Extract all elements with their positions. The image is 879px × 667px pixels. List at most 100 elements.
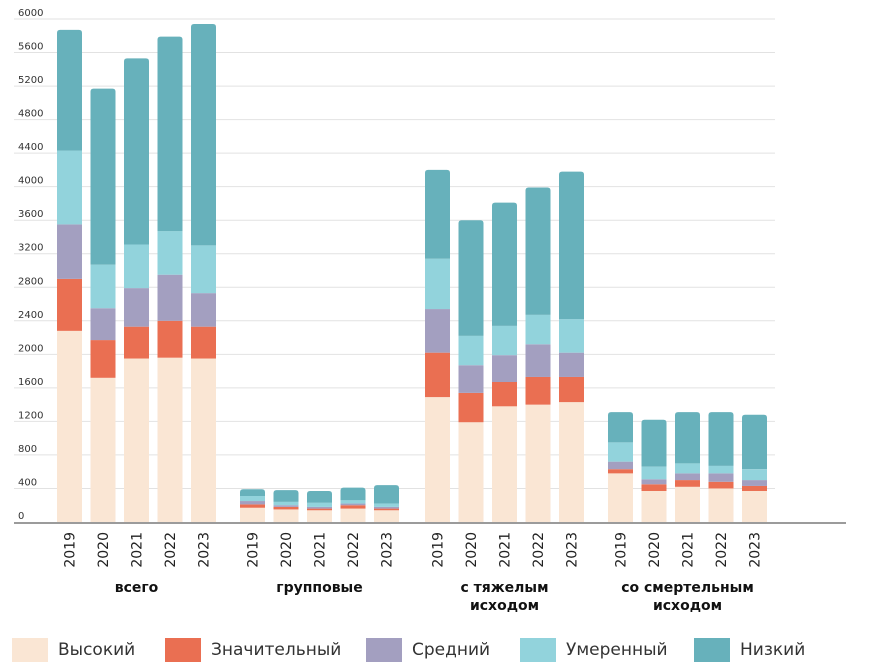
bar-segment [492, 202, 517, 326]
y-tick-label: 3200 [18, 243, 43, 254]
legend-swatch [366, 638, 402, 662]
x-tick-label: 2019 [63, 532, 79, 568]
bar-segment [90, 340, 116, 378]
y-tick-label: 3600 [18, 209, 43, 220]
bar-segment [273, 509, 299, 522]
legend-swatch [520, 638, 556, 662]
bar-segment [191, 358, 216, 522]
bar-segment [458, 335, 484, 366]
bar-segment [191, 245, 216, 294]
bar-segment [240, 489, 265, 497]
bar-segment [608, 473, 633, 522]
bar-segment [240, 501, 265, 505]
bar-segment [191, 24, 216, 246]
bar-segment [124, 326, 149, 359]
bar-segment [641, 466, 667, 480]
legend-item: Низкий [694, 636, 805, 664]
x-tick-label: 2023 [197, 532, 213, 568]
bar-segment [458, 392, 484, 423]
x-tick-label: 2020 [464, 532, 480, 568]
legend-item: Значительный [165, 636, 341, 664]
bar-segment [307, 506, 332, 509]
y-tick-label: 4800 [18, 109, 43, 120]
group-label: групповые [276, 580, 362, 596]
y-tick-label: 1200 [18, 410, 43, 421]
y-tick-label: 2000 [18, 343, 43, 354]
bar-segment [492, 406, 517, 522]
legend-swatch [694, 638, 730, 662]
y-tick-label: 1600 [18, 377, 43, 388]
bar-segment [374, 508, 399, 511]
bar-segment [307, 502, 332, 507]
bar-segment [525, 314, 551, 345]
x-tick-label: 2020 [647, 532, 663, 568]
bar-segment [525, 404, 551, 522]
y-tick-label: 6000 [18, 8, 43, 19]
x-tick-label: 2023 [748, 532, 764, 568]
bar-segment [742, 414, 767, 470]
bar-segment [425, 397, 450, 522]
legend-label: Значительный [211, 640, 342, 660]
legend-swatch [12, 638, 48, 662]
bar-segment [742, 485, 767, 491]
bar-segment [492, 325, 517, 356]
bar-segment [525, 344, 551, 377]
y-tick-label: 2400 [18, 310, 43, 321]
x-tick-label: 2019 [431, 532, 447, 568]
bar-segment [492, 355, 517, 382]
legend-item: Умеренный [520, 636, 668, 664]
x-tick-label: 2022 [531, 532, 547, 568]
bar-segment [340, 500, 366, 504]
legend: Высокий Значительный Средний Умеренный Низки… [0, 636, 879, 664]
group-label: исходом [470, 598, 539, 614]
bar-segment [641, 484, 667, 491]
legend-item: Высокий [12, 636, 135, 664]
bar-segment [559, 319, 584, 353]
y-tick-label: 5200 [18, 75, 43, 86]
bar-segment [525, 376, 551, 405]
bar-segment [57, 224, 82, 279]
bar-segment [525, 187, 551, 315]
bar-segment [157, 320, 183, 358]
bar-segment [374, 485, 399, 504]
x-tick-label: 2019 [246, 532, 262, 568]
x-tick-label: 2020 [279, 532, 295, 568]
bar-segment [240, 504, 265, 508]
bar-segment [708, 488, 734, 522]
bar-segment [742, 490, 767, 522]
bar-segment [124, 58, 149, 245]
bar-segment [559, 402, 584, 522]
bar-segment [742, 480, 767, 486]
bar-segment [307, 490, 332, 503]
bar-segment [425, 169, 450, 259]
x-tick-label: 2021 [130, 532, 146, 568]
legend-swatch [165, 638, 201, 662]
x-tick-label: 2022 [163, 532, 179, 568]
y-tick-label: 0 [18, 511, 24, 522]
legend-label: Низкий [740, 640, 806, 660]
bar-segment [458, 422, 484, 522]
y-tick-label: 4000 [18, 176, 43, 187]
legend-item: Средний [366, 636, 490, 664]
bar-segment [559, 376, 584, 403]
bar-segment [157, 357, 183, 522]
bar-segment [641, 479, 667, 485]
bar-segment [273, 490, 299, 502]
bar-segment [240, 507, 265, 522]
x-tick-label: 2019 [614, 532, 630, 568]
bar-segment [57, 29, 82, 151]
bar-segment [124, 288, 149, 327]
y-tick-label: 2800 [18, 276, 43, 287]
bar-segment [425, 258, 450, 310]
bar-segment [157, 274, 183, 321]
bar-segment [157, 231, 183, 275]
bar-segment [157, 36, 183, 232]
bar-segment [90, 264, 116, 309]
x-tick-label: 2023 [380, 532, 396, 568]
bar-segment [307, 508, 332, 511]
bar-segment [374, 506, 399, 509]
bar-segment [608, 461, 633, 470]
x-tick-label: 2022 [714, 532, 730, 568]
bar-segment [425, 309, 450, 353]
legend-label: Умеренный [566, 640, 668, 660]
